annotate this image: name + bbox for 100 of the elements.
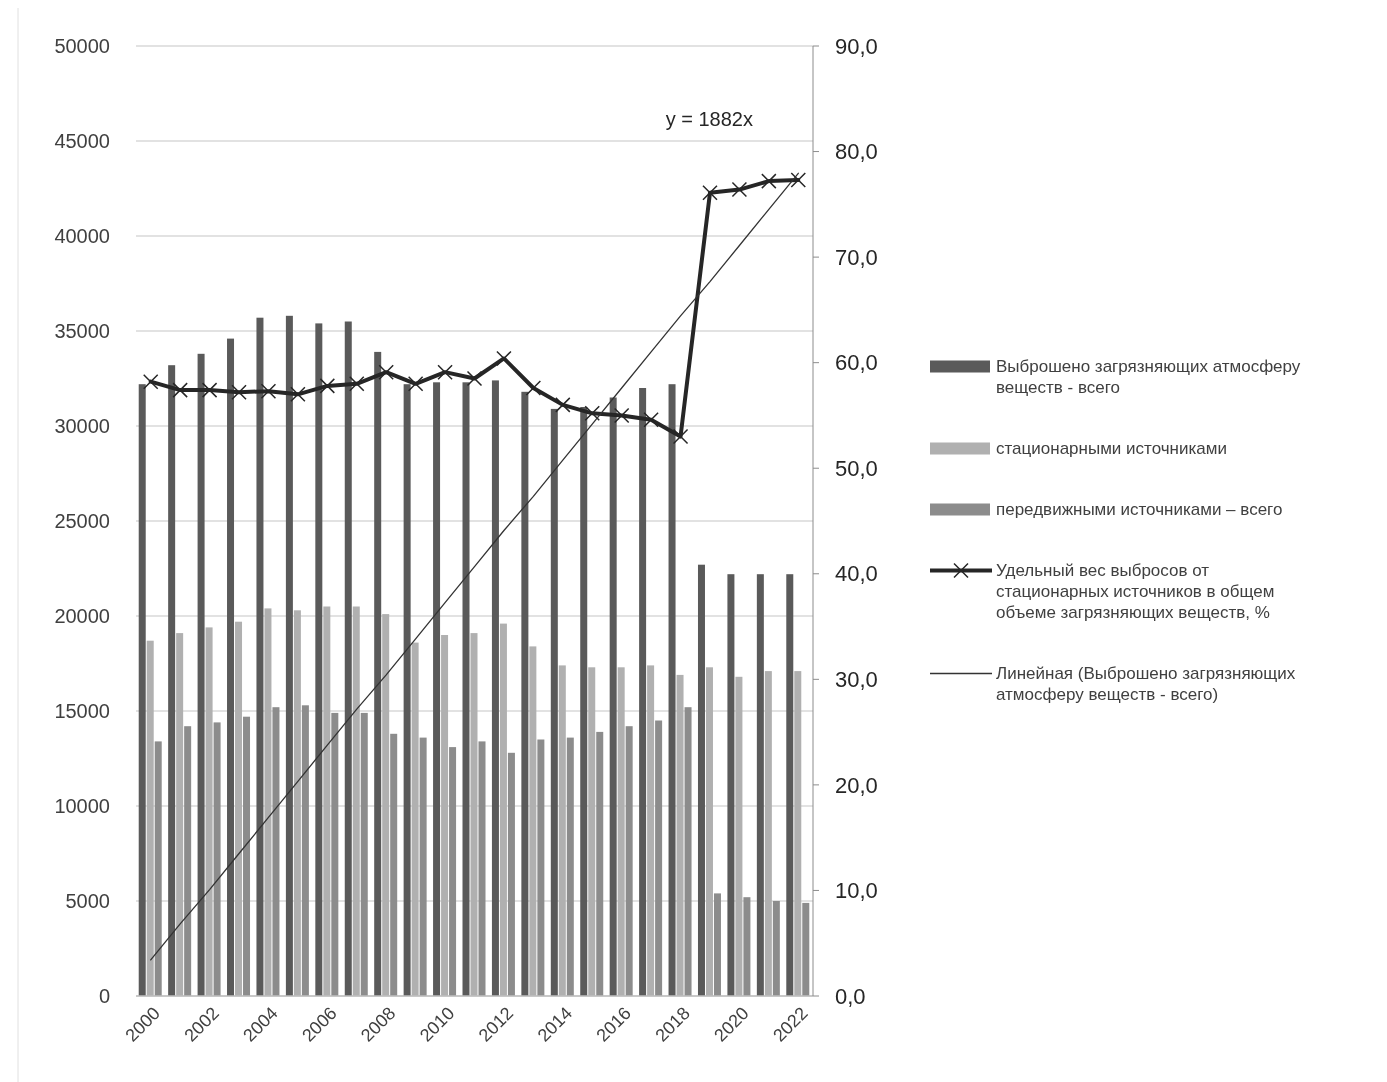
point: [319, 378, 336, 394]
bar: [521, 391, 529, 996]
y-tick-label: 40000: [54, 225, 110, 247]
bar: [462, 382, 470, 996]
bar: [441, 635, 449, 996]
y-tick-label: 35000: [54, 320, 110, 342]
point: [437, 364, 453, 380]
y-tick-label: 15000: [54, 700, 110, 722]
legend-label: передвижными источниками – всего: [996, 500, 1283, 520]
bar: [213, 722, 221, 996]
point: [466, 370, 483, 387]
point: [290, 386, 306, 403]
bar: [470, 633, 478, 996]
bar: [138, 384, 146, 996]
y-tick-label: 50000: [54, 35, 110, 57]
legend-label: Выброшено загрязняющих атмосферу веществ - всего: [996, 357, 1301, 398]
legend-label: Удельный вес выбросов от стационарных источников в общем объеме загрязняющих веществ, %: [996, 561, 1275, 623]
bar: [331, 712, 339, 996]
bar: [580, 407, 588, 996]
y2-tick-label: 40,0: [835, 561, 878, 587]
y2-tick-label: 50,0: [835, 455, 878, 481]
bar: [205, 627, 213, 996]
y-tick-label: 25000: [54, 510, 110, 532]
bar: [794, 671, 802, 996]
legend-label: Линейная (Выброшено загрязняющих атмосферу веществ - всего): [996, 664, 1296, 705]
bar: [154, 741, 162, 996]
bar: [596, 731, 604, 996]
bar: [301, 705, 309, 996]
point: [555, 397, 571, 413]
bar: [668, 384, 676, 996]
y2-tick-label: 70,0: [835, 244, 878, 270]
point: [672, 428, 689, 445]
point: [790, 172, 807, 188]
point: [260, 383, 277, 399]
bar: [697, 564, 705, 996]
bar: [390, 733, 398, 996]
point: [378, 364, 394, 380]
point: [407, 376, 424, 392]
bar: [743, 897, 751, 996]
bar: [449, 747, 457, 996]
bar: [433, 382, 441, 996]
bar: [772, 901, 780, 996]
y-tick-label: 5000: [65, 890, 110, 912]
y2-tick-label: 20,0: [835, 772, 878, 798]
bar: [146, 640, 154, 996]
bar: [382, 614, 390, 996]
bar: [419, 737, 427, 996]
bar: [168, 365, 176, 996]
bar: [478, 741, 486, 996]
point: [231, 384, 247, 400]
bar: [264, 608, 272, 996]
bar: [293, 610, 301, 996]
bar: [735, 676, 743, 996]
bar: [639, 388, 647, 996]
bar: [558, 665, 566, 996]
bar: [374, 351, 382, 996]
point: [525, 380, 542, 396]
bar: [727, 574, 735, 996]
bar: [499, 623, 507, 996]
legend-label: стационарными источниками: [996, 439, 1227, 459]
bar: [786, 574, 794, 996]
y2-tick-label: 80,0: [835, 139, 878, 165]
bar: [713, 893, 721, 996]
y2-tick-label: 10,0: [835, 878, 878, 904]
bar: [550, 408, 558, 996]
y-tick-label: 10000: [54, 795, 110, 817]
point: [349, 376, 365, 392]
bar: [491, 380, 499, 996]
bar: [802, 902, 810, 996]
bar: [176, 633, 184, 996]
bar: [676, 674, 684, 996]
y-tick-label: 0: [98, 985, 110, 1007]
bar: [344, 321, 352, 996]
bar: [588, 667, 596, 996]
bar: [235, 621, 243, 996]
y2-tick-label: 0,0: [835, 983, 866, 1009]
bar: [507, 752, 515, 996]
bar: [403, 384, 411, 996]
point: [613, 407, 630, 424]
bar: [684, 707, 692, 996]
bar: [756, 574, 764, 996]
y-tick-label: 45000: [54, 130, 110, 152]
y2-tick-label: 60,0: [835, 350, 878, 376]
y-tick-label: 20000: [54, 605, 110, 627]
point: [702, 184, 718, 201]
bar: [256, 317, 264, 996]
bar: [609, 397, 617, 996]
bar: [272, 707, 280, 996]
bar: [197, 353, 205, 996]
bar: [617, 667, 625, 996]
point: [731, 181, 748, 198]
bar: [360, 712, 368, 996]
y2-tick-label: 90,0: [835, 33, 878, 59]
bar: [655, 720, 663, 996]
bar: [647, 665, 655, 996]
bar: [411, 642, 419, 996]
point: [643, 411, 659, 428]
y-tick-label: 30000: [54, 415, 110, 437]
y2-tick-label: 30,0: [835, 667, 878, 693]
point: [496, 350, 512, 367]
